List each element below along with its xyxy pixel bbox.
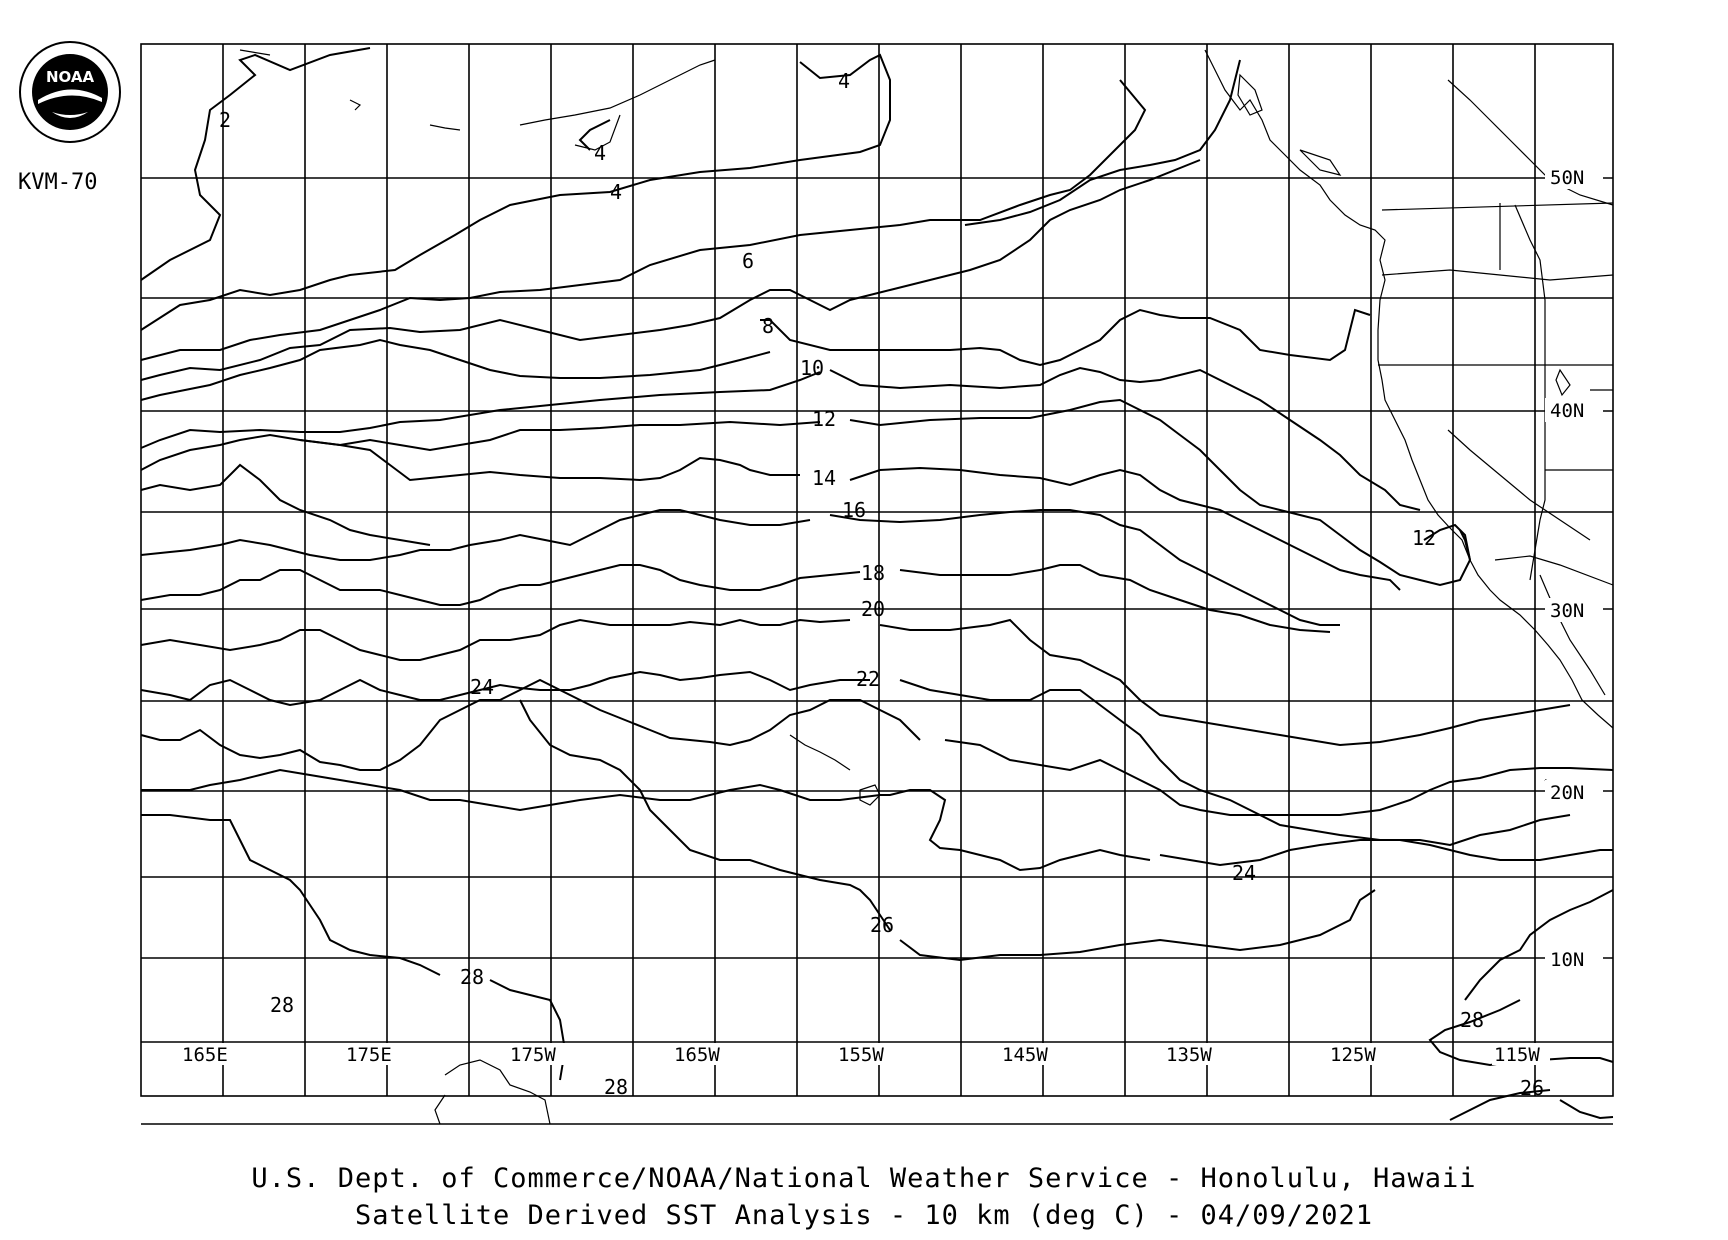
map-frame [140, 43, 1614, 1097]
lon-label-165w: 165W [674, 1044, 720, 1066]
contour-label-26-a: 26 [870, 913, 894, 937]
contour-labels: 2 4 4 4 6 8 10 12 14 16 18 20 22 24 24 2… [219, 69, 1544, 1100]
map-grid [140, 43, 1614, 1125]
lon-label-135w: 135W [1166, 1044, 1212, 1066]
satellite-id: KVM-70 [18, 170, 98, 195]
contour-label-26-b: 26 [1520, 1076, 1544, 1100]
contour-label-14: 14 [812, 466, 836, 490]
lon-label-145w: 145W [1002, 1044, 1048, 1066]
lon-label-125w: 125W [1330, 1044, 1376, 1066]
contour-label-10: 10 [800, 356, 824, 380]
contour-label-28-a: 28 [460, 965, 484, 989]
contour-label-24-b: 24 [1232, 861, 1256, 885]
noaa-logo-text: NOAA [46, 68, 95, 86]
contour-label-8: 8 [762, 314, 774, 338]
lat-label-10n: 10N [1550, 949, 1584, 971]
contour-label-24-a: 24 [470, 675, 494, 699]
contour-label-6: 6 [742, 249, 754, 273]
lon-label-115w: 115W [1494, 1044, 1540, 1066]
contour-label-4-b: 4 [594, 141, 606, 165]
contour-label-4-a: 4 [838, 69, 850, 93]
contour-label-2: 2 [219, 108, 231, 132]
lon-label-175e: 175E [346, 1044, 392, 1066]
contour-label-18: 18 [861, 561, 885, 585]
contour-label-22: 22 [856, 667, 880, 691]
lon-label-165e: 165E [182, 1044, 228, 1066]
contour-label-4-c: 4 [610, 180, 622, 204]
contour-label-12-coast: 12 [1412, 526, 1436, 550]
contour-label-28-c: 28 [604, 1075, 628, 1099]
lat-label-20n: 20N [1550, 782, 1584, 804]
lon-label-175w: 175W [510, 1044, 556, 1066]
lat-label-30n: 30N [1550, 600, 1584, 622]
contour-label-28-d: 28 [1460, 1008, 1484, 1032]
footer-line-1: U.S. Dept. of Commerce/NOAA/National Wea… [251, 1163, 1477, 1194]
contour-label-12: 12 [812, 407, 836, 431]
lon-label-155w: 155W [838, 1044, 884, 1066]
contour-label-28-b: 28 [270, 993, 294, 1017]
contour-label-20: 20 [861, 597, 885, 621]
lon-labels: 165E 175E 175W 165W 155W 145W 135W 125W … [180, 1043, 1550, 1066]
noaa-seal-icon: NOAA [19, 41, 121, 143]
sst-map: 50N 40N 30N 20N 10N 165E 175E 175W 165W … [140, 43, 1614, 1125]
coastline [239, 49, 1614, 1125]
lat-label-50n: 50N [1550, 167, 1584, 189]
lat-labels: 50N 40N 30N 20N 10N [1545, 165, 1603, 971]
contour-label-16: 16 [842, 498, 866, 522]
sst-contours [140, 47, 1614, 1121]
lat-label-40n: 40N [1550, 400, 1584, 422]
footer-line-2: Satellite Derived SST Analysis - 10 km (… [354, 1200, 1374, 1231]
